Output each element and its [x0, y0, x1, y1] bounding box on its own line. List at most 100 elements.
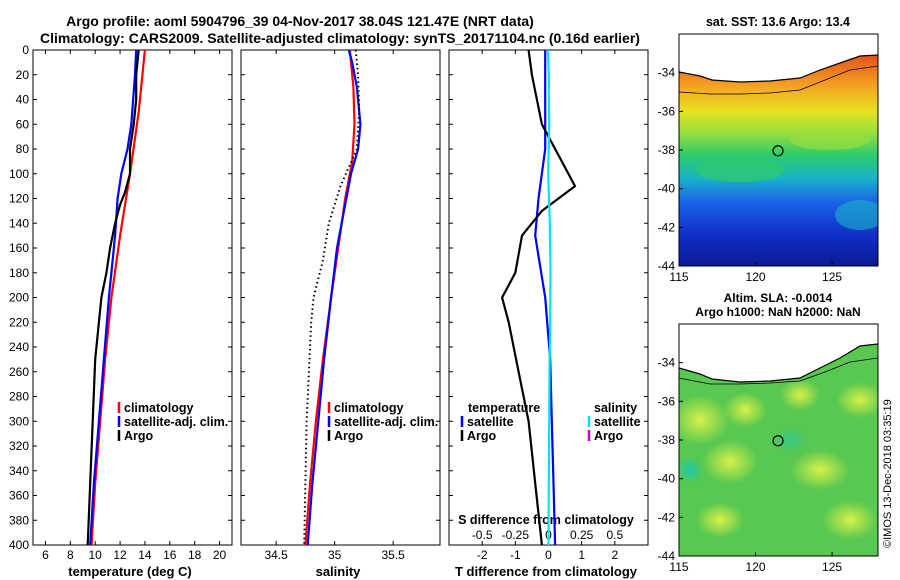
isobath	[679, 357, 878, 385]
temperature-axes	[32, 49, 233, 546]
series-t-argo	[501, 50, 577, 545]
salinity-legend: climatology satellite-adj. clim. Argo	[327, 401, 438, 443]
t-difference-xlabel: T difference from climatology	[455, 564, 638, 579]
coastline	[679, 343, 878, 383]
salinity-axes	[240, 49, 441, 546]
temperature-series	[86, 50, 146, 545]
depth-tick-label: 180	[9, 266, 29, 280]
map-y-tick-label: -38	[658, 143, 676, 157]
panel-ticks	[33, 49, 648, 546]
legend-satellite-adj: satellite-adj. clim.	[124, 415, 228, 429]
depth-tick-label: 220	[9, 315, 29, 329]
depth-tick-label: 40	[16, 93, 30, 107]
x-tick-label: -2	[477, 548, 488, 562]
salinity-x-ticks: 34.5 35 35.5	[264, 50, 405, 562]
sla-patch	[679, 456, 704, 484]
sla-patch	[790, 450, 850, 490]
legend-t-satellite: satellite	[467, 415, 514, 429]
sla-patch	[702, 440, 758, 484]
map-y-tick-label: -36	[658, 394, 676, 408]
sla-patch	[772, 426, 808, 454]
depth-tick-label: 20	[16, 68, 30, 82]
sst-patch	[695, 158, 785, 182]
title-line-2: Climatology: CARS2009. Satellite-adjuste…	[40, 30, 640, 46]
s-tick-label: -0.25	[502, 528, 530, 542]
depth-tick-label: 240	[9, 340, 29, 354]
legend-salinity-title: salinity	[594, 401, 637, 415]
map-y-tick-label: -40	[658, 472, 676, 486]
depth-tick-label: 0	[22, 43, 29, 57]
map-y-tick-label: -42	[658, 510, 676, 524]
x-tick-label: 1	[578, 548, 585, 562]
map-y-tick-label: -38	[658, 433, 676, 447]
series-satellite-adj-clim-	[306, 50, 362, 545]
depth-tick-label: 300	[9, 414, 29, 428]
coastline	[679, 54, 878, 83]
imos-watermark: ©IMOS 13-Dec-2018 03:35:19	[882, 399, 894, 548]
sst-map-ticks: 115 120 125 -44 -42 -40 -38 -36 -34	[658, 66, 843, 284]
sla-patch	[723, 392, 767, 428]
map-y-tick-label: -44	[658, 549, 676, 563]
map-y-tick-label: -42	[658, 220, 676, 234]
s-tick-label: 0.25	[570, 528, 594, 542]
s-tick-label: 0.5	[606, 528, 623, 542]
salinity-xlabel: salinity	[316, 564, 362, 579]
depth-tick-label: 320	[9, 439, 29, 453]
sla-patch	[780, 379, 820, 411]
depth-tick-label: 200	[9, 291, 29, 305]
temperature-legend: climatology satellite-adj. clim. Argo	[117, 401, 228, 443]
argo-float-marker	[772, 145, 784, 157]
depth-tick-label: 260	[9, 365, 29, 379]
map-y-tick-label: -34	[658, 66, 676, 80]
depth-tick-label: 360	[9, 489, 29, 503]
sst-map-title: sat. SST: 13.6 Argo: 13.4	[706, 15, 850, 29]
x-tick-label: 35	[328, 548, 342, 562]
map-x-tick-label: 115	[669, 270, 688, 284]
x-tick-label: 8	[67, 548, 74, 562]
map-y-tick-label: -40	[658, 182, 676, 196]
temperature-x-ticks: 6 8 10 12 14 16 18 20	[42, 50, 227, 562]
depth-tick-label: 400	[9, 538, 29, 552]
depth-tick-label: 160	[9, 241, 29, 255]
x-tick-label: 12	[113, 548, 127, 562]
sla-map-title-2: Argo h1000: NaN h2000: NaN	[695, 305, 860, 319]
x-tick-label: -1	[510, 548, 521, 562]
x-tick-label: 34.5	[264, 548, 288, 562]
x-tick-label: 6	[42, 548, 49, 562]
sla-patch	[696, 502, 744, 538]
depth-tick-label: 100	[9, 167, 29, 181]
difference-x-ticks: -2 -1 0 1 2	[477, 50, 618, 562]
x-tick-label: 18	[188, 548, 202, 562]
legend-climatology: climatology	[334, 401, 404, 415]
temperature-xlabel: temperature (deg C)	[68, 564, 192, 579]
depth-tick-label: 60	[16, 117, 30, 131]
difference-s-ticks: -0.5 -0.25 0 0.25 0.5	[472, 528, 624, 542]
series-argo	[86, 50, 140, 545]
series-climatology	[90, 50, 146, 545]
difference-legend: temperature satellite Argo salinity sate…	[460, 401, 641, 443]
s-difference-xlabel: S difference from climatology	[458, 513, 634, 527]
legend-s-satellite: satellite	[594, 415, 641, 429]
sla-patch	[836, 382, 878, 418]
depth-tick-label: 80	[16, 142, 30, 156]
legend-climatology: climatology	[124, 401, 194, 415]
sst-map	[679, 34, 878, 266]
legend-satellite-adj: satellite-adj. clim.	[334, 415, 438, 429]
sla-map	[679, 324, 878, 556]
land-mask	[679, 324, 878, 382]
depth-axis: 0 20 40 60 80 100 120 140 160 180 200 220 240 260 280 3…	[9, 43, 29, 552]
sla-patch	[679, 395, 730, 445]
depth-tick-label: 120	[9, 192, 29, 206]
legend-temperature-title: temperature	[468, 401, 540, 415]
argo-float-marker	[772, 435, 784, 447]
legend-t-argo: Argo	[467, 429, 497, 443]
legend-argo: Argo	[334, 429, 364, 443]
map-y-tick-label: -36	[658, 104, 676, 118]
map-x-tick-label: 120	[746, 560, 766, 574]
series-argo	[303, 50, 361, 545]
map-y-tick-label: -34	[658, 356, 676, 370]
x-tick-label: 10	[89, 548, 103, 562]
depth-tick-label: 380	[9, 513, 29, 527]
difference-series	[501, 50, 577, 545]
sst-patch	[790, 130, 870, 150]
